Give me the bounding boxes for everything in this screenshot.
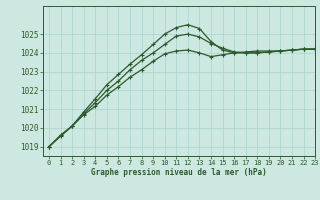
X-axis label: Graphe pression niveau de la mer (hPa): Graphe pression niveau de la mer (hPa) [91,168,267,177]
